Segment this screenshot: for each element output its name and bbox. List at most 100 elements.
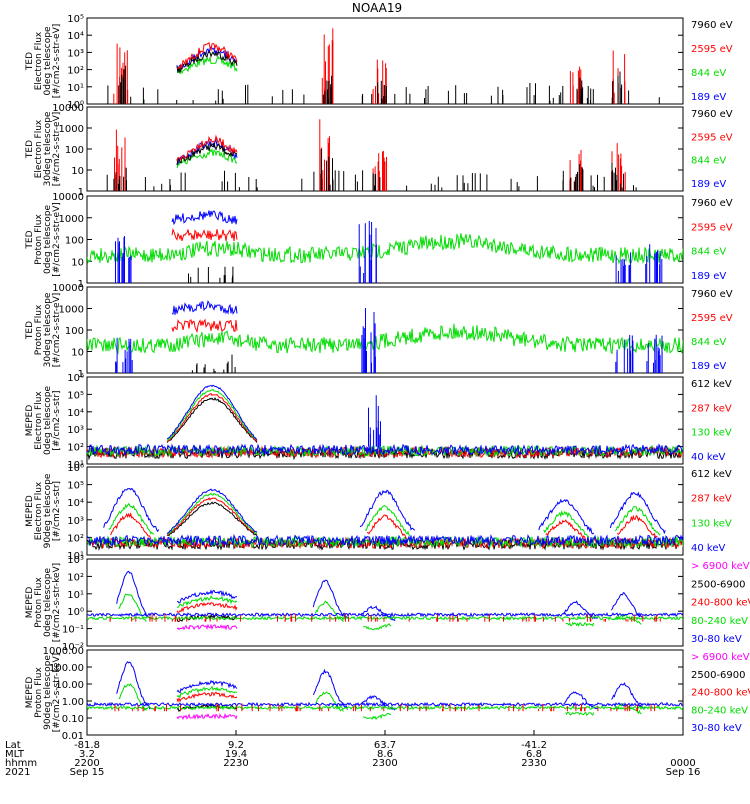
panel-7-peak-green [565,621,595,627]
panel-1-ylabel: 0deg telescope [43,26,53,96]
xaxis-tick-label: Sep 16 [666,767,701,778]
panel-6-legend-blue: 40 keV [691,543,725,554]
panel-6-floor-green [87,535,683,549]
panel-8-ytick-label: 1.00 [62,697,84,708]
panel-7-dome-magenta [176,623,238,631]
panel-2-ytick-label: 10 [71,166,84,177]
panel-8-floor-blue [87,701,683,708]
xaxis-tick-label: -81.8 [74,740,100,751]
panel-3-ylabel: [#/cm2-s-str-eV] [52,202,62,277]
panel-7-ylabel: 0deg telescope [43,568,53,638]
panel-7-peak-green [363,623,392,631]
panel-4-series-green [87,323,683,355]
xaxis-tick-label: 9.2 [228,740,244,751]
panel-1-legend-green: 844 eV [691,68,726,79]
panel-1-series-black [176,50,238,73]
panel-5-ytick-label: 10¹ [67,460,84,471]
xaxis-row-label: Lat [5,740,21,751]
panel-5-ytick-label: 10³ [67,425,84,436]
panel-8-ytick-label: 10.00 [55,680,84,691]
panel-7-ytick-label: 10³ [67,555,84,566]
panel-7-peak-blue [360,605,396,622]
panel-8-ylabel: 90deg telescope [43,655,53,730]
panel-5-ytick-label: 10⁴ [67,408,84,419]
panel-7-ytick-label: 10⁰ [67,607,84,618]
panel-4-legend-red: 2595 eV [691,313,733,324]
panel-6-ytick-label: 10⁶ [67,463,84,474]
panel-8-ylabel: [#/cm2-s-str-keV] [52,653,62,732]
panel-8-dome-magenta [176,712,238,720]
panel-7-legend-black: 2500-6900 [691,579,746,590]
panel-5-legend-blue: 40 keV [691,452,725,463]
panel-2-legend-green: 844 eV [691,156,726,167]
panel-6-peak-red [110,512,152,540]
xaxis-tick-label: Sep 15 [70,767,105,778]
panel-6-dome-green [166,492,258,536]
panel-6-peak-blue [538,498,595,535]
panel-2-legend-black: 7960 eV [691,109,733,120]
panel-6-peak-blue [609,491,666,535]
panel-4-ytick-label: 100 [65,326,84,337]
panel-2-ytick-label: 1 [78,187,84,198]
panel-7-peak-blue [312,579,348,619]
panel-1-ytick-label: 10⁵ [67,14,84,25]
panel-4-ylabel: [#/cm2-s-str-eV] [52,293,62,368]
panel-6-dome-black [166,501,258,537]
panel-2-legend-blue: 189 eV [691,179,726,190]
panel-1-ytick-label: 10³ [67,48,84,59]
panel-7-dome-blue [176,589,237,604]
panel-6-legend-black: 612 keV [691,469,732,480]
panel-8-legend-black: 2500-6900 [691,670,746,681]
panel-6-dome-blue [166,488,258,534]
panel-4-ytick-label: 1 [78,369,84,380]
panel-7-peak-green [118,593,147,622]
panel-2-ylabel: [#/cm2-s-str-eV] [52,112,62,187]
panel-4-ytick-label: 10000 [52,283,84,294]
panel-8-ylabel: Proton Flux [34,667,44,718]
panel-3-series-green [87,233,683,265]
panel-3-ylabel: TED [25,230,35,249]
panel-7-dome-green [176,595,238,609]
panel-6-dome-red [166,497,258,536]
panel-5-ylabel: [#/cm2-s-str] [52,390,62,450]
panel-6-peak-green [364,505,411,536]
panel-6-peak-green [543,509,589,538]
panel-7-dome-red [176,601,238,613]
panel-2-legend-red: 2595 eV [691,132,733,143]
panel-6-ylabel: MEPED [25,495,35,527]
panel-3-series-red [171,227,238,242]
panel-2-ylabel: Electron Flux [34,119,44,178]
panel-2-series-green [176,147,238,169]
panel-3-ytick-label: 1000 [59,214,84,225]
panel-7-peak-blue [610,592,646,620]
panel-7-ytick-label: 10⁻² [62,642,84,653]
panel-2-ytick-label: 1000 [59,124,84,135]
panel-4-ylabel: 30deg telescope [43,292,53,367]
panel-1-series-green [176,55,238,75]
panel-2-ylabel: TED [25,140,35,159]
panel-6-ylabel: Electron Flux [34,481,44,540]
panel-3-ylabel: Proton Flux [34,214,44,265]
panel-5-ytick-label: 10⁶ [67,373,84,384]
panel-7-peak-blue [116,570,151,619]
panel-6-ytick-label: 10² [67,533,84,544]
panel-1-legend-red: 2595 eV [691,44,733,55]
panel-1-ytick-label: 10² [67,66,84,77]
panel-6-floor-blue [87,533,683,548]
xaxis-tick-label: 2230 [223,758,248,769]
panel-5-frame [86,376,684,465]
panel-5-dome-green [166,388,258,441]
panel-4-legend-green: 844 eV [691,337,726,348]
panel-6-ytick-label: 10³ [67,516,84,527]
panel-8-peak-blue [611,682,646,710]
xaxis-tick-label: 2330 [521,758,546,769]
panel-8-peak-green [565,711,595,716]
panel-2-ylabel: 30deg telescope [43,111,53,186]
xaxis-tick-label: 8.6 [377,749,393,760]
xaxis-tick-label: 3.2 [79,749,95,760]
panel-6-frame [86,466,684,556]
panel-1-ytick-label: 10⁴ [67,31,84,42]
xaxis-tick-label: 2200 [74,758,99,769]
panel-4-legend-blue: 189 eV [691,361,726,372]
